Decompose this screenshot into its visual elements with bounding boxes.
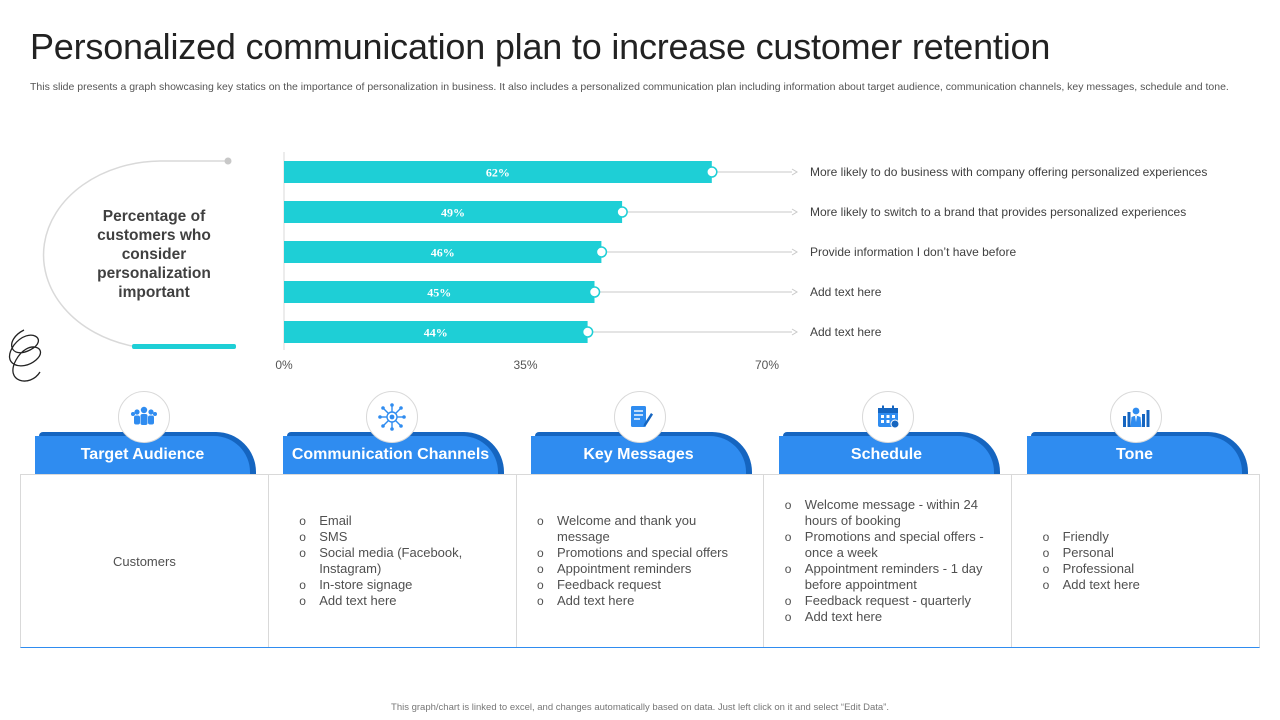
plan-table: Customers EmailSMSSocial media (Facebook,… <box>20 474 1260 648</box>
x-tick-label: 0% <box>275 358 293 372</box>
table-cell: EmailSMSSocial media (Facebook, Instagra… <box>269 475 517 647</box>
bar-value-label: 49% <box>441 206 465 220</box>
table-cell: FriendlyPersonalProfessionalAdd text her… <box>1012 475 1259 647</box>
bar-end-marker <box>595 246 608 258</box>
bar <box>284 161 712 183</box>
bar-description: Add text here <box>810 285 882 299</box>
bar <box>284 241 602 263</box>
list-item: In-store signage <box>297 577 487 593</box>
list-item: Personal <box>1041 545 1231 561</box>
connector-arrowhead <box>791 328 798 336</box>
list-item: SMS <box>297 529 487 545</box>
bar-chart: 0% 35% 70% 62% More likely to do business wi… <box>275 152 1207 372</box>
bar-description: More likely to do business with company … <box>810 165 1207 179</box>
list-item: Add text here <box>535 593 745 609</box>
list-item: Add text here <box>297 593 487 609</box>
bar-value-label: 45% <box>427 286 451 300</box>
bar <box>284 201 623 223</box>
list-item: Add text here <box>1041 577 1231 593</box>
document-edit-icon <box>613 391 666 443</box>
page-subtitle: This slide presents a graph showcasing k… <box>30 81 1229 93</box>
bullet-list: Welcome message - within 24 hours of boo… <box>783 497 993 625</box>
x-tick-label: 35% <box>513 358 537 372</box>
footer-note: This graph/chart is linked to excel, and… <box>391 702 889 713</box>
connector-arrowhead <box>791 208 798 216</box>
list-item: Professional <box>1041 561 1231 577</box>
table-cell: Customers <box>21 475 269 647</box>
column-header-tab: Key Messages <box>531 432 752 474</box>
connector-arrowhead <box>791 168 798 176</box>
connector-arrowhead <box>791 248 798 256</box>
cell-text: Customers <box>112 553 176 569</box>
bullet-list: FriendlyPersonalProfessionalAdd text her… <box>1041 529 1231 593</box>
list-item: Email <box>297 513 487 529</box>
bar-value-label: 62% <box>486 166 510 180</box>
list-item: Feedback request - quarterly <box>783 593 993 609</box>
table-cell: Welcome message - within 24 hours of boo… <box>764 475 1013 647</box>
bar-description: Provide information I don’t have before <box>810 245 1016 259</box>
bar-end-marker <box>581 326 594 338</box>
connector-arrowhead <box>791 288 798 296</box>
column-header-tab: Tone <box>1027 432 1248 474</box>
bar-end-marker <box>588 286 601 298</box>
list-item: Feedback request <box>535 577 745 593</box>
bar <box>284 321 588 343</box>
table-cell: Welcome and thank you messagePromotions … <box>517 475 765 647</box>
x-tick-label: 70% <box>755 358 779 372</box>
list-item: Promotions and special offers - once a w… <box>783 529 993 561</box>
presenter-chart-icon <box>1109 391 1162 443</box>
bar-value-label: 46% <box>431 246 455 260</box>
list-item: Appointment reminders - 1 day before app… <box>783 561 993 593</box>
list-item: Welcome and thank you message <box>535 513 745 545</box>
bar <box>284 281 595 303</box>
bar-value-label: 44% <box>424 326 448 340</box>
bar-end-marker <box>616 206 628 218</box>
list-item: Friendly <box>1041 529 1231 545</box>
list-item: Welcome message - within 24 hours of boo… <box>783 497 993 529</box>
bar-end-marker <box>706 166 718 178</box>
group-icon <box>117 391 170 443</box>
column-header-label: Tone <box>1027 436 1242 474</box>
list-item: Promotions and special offers <box>535 545 745 561</box>
list-item: Social media (Facebook, Instagram) <box>297 545 487 577</box>
bar-description: More likely to switch to a brand that pr… <box>810 205 1186 219</box>
bar-description: Add text here <box>810 325 882 339</box>
page-title: Personalized communication plan to incre… <box>30 26 1051 67</box>
bullet-list: EmailSMSSocial media (Facebook, Instagra… <box>297 513 487 609</box>
lead-text: Percentage of customers who consider per… <box>97 208 211 301</box>
list-item: Add text here <box>783 609 993 625</box>
bullet-list: Welcome and thank you messagePromotions … <box>535 513 745 609</box>
list-item: Appointment reminders <box>535 561 745 577</box>
network-icon <box>365 391 418 443</box>
calendar-icon <box>861 391 914 443</box>
